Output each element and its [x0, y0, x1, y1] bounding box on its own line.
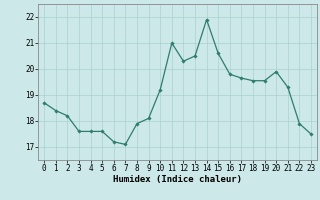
X-axis label: Humidex (Indice chaleur): Humidex (Indice chaleur) — [113, 175, 242, 184]
